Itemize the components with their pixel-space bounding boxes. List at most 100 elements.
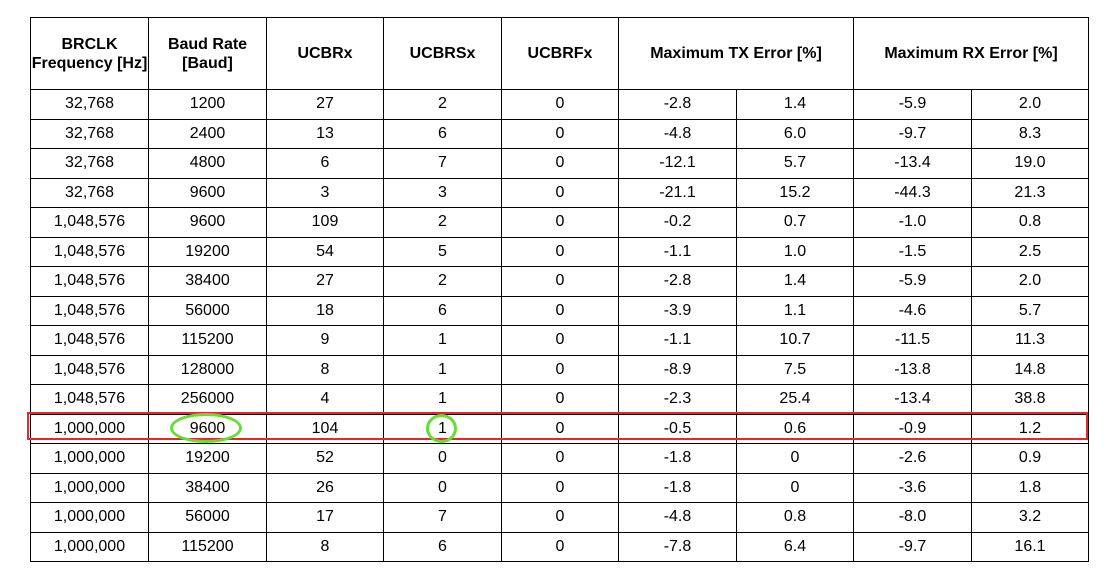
header-ucbrsx: UCBRSx: [383, 17, 502, 90]
cell-rx-error-max: 38.8: [971, 384, 1089, 415]
cell-ucbrsx: 1: [383, 413, 502, 444]
cell-baud-rate: 1200: [148, 89, 267, 120]
header-brclk-frequency: BRCLK Frequency [Hz]: [30, 17, 149, 90]
table-row: 1,000,000 56000 17 7 0 -4.8 0.8 -8.0 3.2: [30, 502, 1089, 533]
cell-ucbrfx: 0: [501, 354, 619, 385]
cell-tx-error-max: 6.4: [736, 531, 854, 562]
baud-rate-table: BRCLK Frequency [Hz] Baud Rate [Baud] UC…: [30, 17, 1089, 562]
table-row: 1,048,576 128000 8 1 0 -8.9 7.5 -13.8 14…: [30, 354, 1089, 385]
cell-rx-error-max: 2.0: [971, 266, 1089, 297]
cell-tx-error-max: 0.8: [736, 502, 854, 533]
cell-tx-error-max: 10.7: [736, 325, 854, 356]
cell-ucbrfx: 0: [501, 443, 619, 474]
cell-tx-error-min: -0.2: [618, 207, 737, 238]
cell-brclk: 32,768: [30, 89, 149, 120]
cell-rx-error-min: -4.6: [853, 295, 972, 326]
cell-tx-error-max: 6.0: [736, 118, 854, 149]
cell-ucbrfx: 0: [501, 413, 619, 444]
cell-tx-error-max: 7.5: [736, 354, 854, 385]
cell-ucbrfx: 0: [501, 502, 619, 533]
table-row: 1,048,576 9600 109 2 0 -0.2 0.7 -1.0 0.8: [30, 207, 1089, 238]
cell-ucbrsx: 6: [383, 295, 502, 326]
cell-baud-rate: 9600: [148, 177, 267, 208]
cell-tx-error-min: -1.1: [618, 325, 737, 356]
cell-baud-rate: 2400: [148, 118, 267, 149]
header-max-tx-error: Maximum TX Error [%]: [618, 17, 854, 90]
cell-ucbrsx: 2: [383, 89, 502, 120]
cell-brclk: 1,048,576: [30, 354, 149, 385]
cell-ucbrsx: 7: [383, 502, 502, 533]
cell-ucbrsx: 6: [383, 531, 502, 562]
cell-ucbrx: 27: [266, 89, 384, 120]
cell-rx-error-max: 1.8: [971, 472, 1089, 503]
cell-ucbrx: 54: [266, 236, 384, 267]
cell-ucbrsx: 6: [383, 118, 502, 149]
cell-ucbrx: 8: [266, 531, 384, 562]
header-max-rx-error: Maximum RX Error [%]: [853, 17, 1089, 90]
cell-baud-rate: 115200: [148, 325, 267, 356]
cell-rx-error-max: 5.7: [971, 295, 1089, 326]
cell-tx-error-max: 0: [736, 472, 854, 503]
cell-ucbrx: 26: [266, 472, 384, 503]
cell-rx-error-max: 14.8: [971, 354, 1089, 385]
cell-tx-error-max: 5.7: [736, 148, 854, 179]
cell-ucbrx: 9: [266, 325, 384, 356]
cell-tx-error-max: 0.6: [736, 413, 854, 444]
cell-baud-rate: 38400: [148, 266, 267, 297]
cell-ucbrfx: 0: [501, 177, 619, 208]
cell-ucbrfx: 0: [501, 118, 619, 149]
cell-rx-error-max: 1.2: [971, 413, 1089, 444]
cell-rx-error-min: -5.9: [853, 89, 972, 120]
cell-tx-error-max: 1.0: [736, 236, 854, 267]
table-row: 32,768 2400 13 6 0 -4.8 6.0 -9.7 8.3: [30, 118, 1089, 149]
cell-rx-error-max: 2.5: [971, 236, 1089, 267]
cell-baud-rate: 4800: [148, 148, 267, 179]
cell-brclk: 1,048,576: [30, 266, 149, 297]
cell-ucbrsx: 1: [383, 325, 502, 356]
cell-ucbrx: 18: [266, 295, 384, 326]
table-row: 1,000,000 115200 8 6 0 -7.8 6.4 -9.7 16.…: [30, 531, 1089, 562]
cell-rx-error-max: 0.8: [971, 207, 1089, 238]
header-ucbrfx: UCBRFx: [501, 17, 619, 90]
cell-rx-error-max: 3.2: [971, 502, 1089, 533]
cell-tx-error-max: 0: [736, 443, 854, 474]
header-baud-rate: Baud Rate [Baud]: [148, 17, 267, 90]
cell-ucbrfx: 0: [501, 295, 619, 326]
cell-tx-error-min: -2.8: [618, 89, 737, 120]
table-row: 1,048,576 115200 9 1 0 -1.1 10.7 -11.5 1…: [30, 325, 1089, 356]
cell-ucbrsx: 0: [383, 472, 502, 503]
cell-brclk: 1,000,000: [30, 531, 149, 562]
table-row: 1,000,000 19200 52 0 0 -1.8 0 -2.6 0.9: [30, 443, 1089, 474]
table-row: 1,048,576 56000 18 6 0 -3.9 1.1 -4.6 5.7: [30, 295, 1089, 326]
cell-ucbrsx: 5: [383, 236, 502, 267]
cell-brclk: 1,000,000: [30, 443, 149, 474]
cell-ucbrfx: 0: [501, 325, 619, 356]
cell-brclk: 1,000,000: [30, 472, 149, 503]
cell-ucbrsx: 3: [383, 177, 502, 208]
header-row: BRCLK Frequency [Hz] Baud Rate [Baud] UC…: [30, 17, 1089, 90]
cell-tx-error-min: -4.8: [618, 502, 737, 533]
cell-tx-error-min: -1.8: [618, 443, 737, 474]
cell-tx-error-max: 1.4: [736, 266, 854, 297]
cell-ucbrsx: 7: [383, 148, 502, 179]
cell-ucbrfx: 0: [501, 266, 619, 297]
cell-ucbrx: 104: [266, 413, 384, 444]
cell-rx-error-max: 0.9: [971, 443, 1089, 474]
cell-ucbrfx: 0: [501, 472, 619, 503]
cell-rx-error-min: -13.8: [853, 354, 972, 385]
cell-rx-error-min: -11.5: [853, 325, 972, 356]
cell-baud-rate: 38400: [148, 472, 267, 503]
cell-rx-error-min: -9.7: [853, 531, 972, 562]
cell-tx-error-min: -2.3: [618, 384, 737, 415]
cell-tx-error-min: -7.8: [618, 531, 737, 562]
cell-ucbrfx: 0: [501, 384, 619, 415]
cell-rx-error-min: -2.6: [853, 443, 972, 474]
cell-rx-error-max: 2.0: [971, 89, 1089, 120]
cell-ucbrx: 17: [266, 502, 384, 533]
cell-rx-error-min: -1.5: [853, 236, 972, 267]
cell-brclk: 1,000,000: [30, 413, 149, 444]
cell-tx-error-min: -12.1: [618, 148, 737, 179]
cell-ucbrfx: 0: [501, 207, 619, 238]
cell-rx-error-max: 21.3: [971, 177, 1089, 208]
cell-brclk: 1,000,000: [30, 502, 149, 533]
